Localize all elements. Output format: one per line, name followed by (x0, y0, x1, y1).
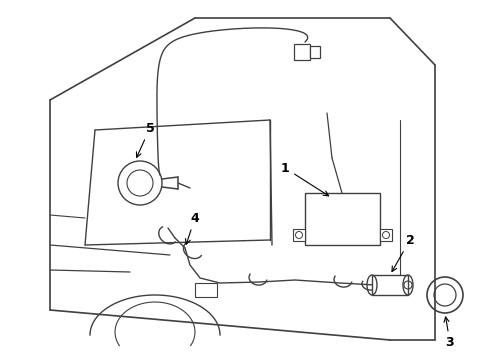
Bar (305, 193, 379, 245)
Text: 2: 2 (391, 234, 413, 271)
Text: 3: 3 (443, 317, 453, 350)
Text: 4: 4 (185, 212, 199, 244)
Bar (309, 46, 319, 58)
Bar (195, 283, 217, 297)
Bar (293, 44, 309, 60)
Bar (379, 229, 391, 241)
Bar (292, 229, 305, 241)
Text: 1: 1 (280, 162, 328, 196)
Text: 5: 5 (136, 122, 154, 157)
Bar (371, 275, 407, 295)
